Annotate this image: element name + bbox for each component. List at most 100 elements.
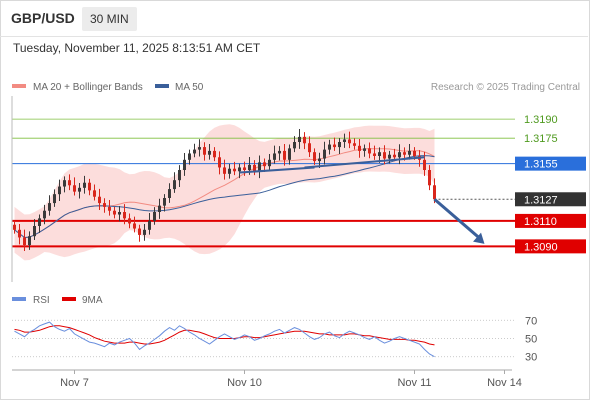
candle	[298, 129, 301, 149]
candle-body	[323, 149, 326, 159]
candle-body	[253, 164, 256, 172]
forecast-arrow-shaft	[433, 198, 483, 241]
candle	[48, 195, 51, 216]
candle-body	[338, 142, 341, 148]
candle-body	[228, 168, 231, 174]
candle	[408, 144, 411, 160]
candle-body	[243, 167, 246, 170]
candle	[268, 153, 271, 172]
candle-body	[18, 229, 21, 238]
candle	[58, 179, 61, 202]
candle-body	[423, 159, 426, 170]
candle-body	[403, 152, 406, 155]
candle-body	[273, 153, 276, 160]
candle-body	[38, 218, 41, 226]
rsi-line	[14, 321, 435, 358]
candle-body	[378, 152, 381, 156]
candle	[223, 159, 226, 180]
candle	[348, 131, 351, 149]
candle	[273, 145, 276, 164]
candle	[158, 198, 161, 219]
x-tick-label-2: Nov 11	[397, 377, 431, 389]
candle	[128, 213, 131, 229]
candle	[93, 184, 96, 201]
candle	[373, 145, 376, 160]
candle	[193, 143, 196, 158]
trendline-1	[239, 166, 315, 174]
candle-body	[278, 150, 281, 154]
candle	[253, 160, 256, 176]
candle	[148, 213, 151, 235]
candle	[183, 152, 186, 176]
candle-body	[148, 220, 151, 230]
candle-body	[248, 164, 251, 170]
timeframe-badge[interactable]: 30 MIN	[82, 7, 137, 31]
candle-body	[163, 198, 166, 206]
candle	[98, 188, 101, 210]
candle-body	[398, 152, 401, 158]
candle-body	[238, 167, 241, 172]
candle-body	[63, 180, 66, 187]
candle	[233, 161, 236, 176]
level-label-4: 1.3110	[524, 216, 557, 228]
rsi-ma-legend-label: 9MA	[82, 295, 103, 306]
candle-body	[293, 142, 296, 149]
candle	[13, 220, 16, 234]
candle-body	[413, 150, 416, 156]
candle-body	[328, 144, 331, 150]
candle-body	[343, 139, 346, 142]
bollinger-band-layer	[14, 124, 435, 261]
candle	[228, 163, 231, 179]
candle-body	[143, 229, 146, 235]
candle-body	[28, 236, 31, 246]
candle	[178, 165, 181, 188]
candle-body	[348, 139, 351, 144]
candle-body	[138, 228, 141, 235]
candle-body	[333, 144, 336, 148]
candle-body	[433, 185, 436, 200]
candle-body	[103, 203, 106, 207]
candle	[433, 178, 436, 204]
candle	[258, 155, 261, 179]
candle-body	[178, 170, 181, 181]
candle-body	[428, 170, 431, 186]
main-legend: MA 20 + Bollinger Bands MA 50 Research ©…	[12, 82, 580, 93]
candle-body	[393, 154, 396, 158]
level-label-2: 1.3155	[524, 159, 558, 171]
candle	[338, 138, 341, 154]
candle-body	[318, 158, 321, 162]
candle	[168, 183, 171, 203]
candle-body	[188, 153, 191, 160]
candle-body	[43, 210, 46, 219]
candle	[333, 137, 336, 151]
credit-label: Research © 2025 Trading Central	[431, 82, 580, 93]
level-label-1: 1.3175	[524, 133, 558, 145]
candle-body	[128, 218, 131, 224]
candle-body	[383, 152, 386, 159]
rsi-panel: 70 50 30	[12, 315, 537, 364]
candle	[303, 132, 306, 150]
ma20-legend-label: MA 20 + Bollinger Bands	[33, 82, 143, 93]
candle	[358, 138, 361, 158]
candle	[83, 175, 86, 194]
ma50-legend-swatch	[155, 84, 169, 88]
candle-body	[108, 206, 111, 211]
level-labels: 1.3190 1.3175 1.3155 1.3127 1.3110 1.3090	[515, 114, 586, 254]
candle	[78, 182, 81, 199]
level-label-box-4	[515, 213, 586, 228]
candle-body	[113, 210, 116, 215]
candle-body	[303, 136, 306, 144]
rsi-tick-0: 70	[525, 315, 537, 327]
candle-body	[13, 224, 16, 230]
candle-body	[218, 157, 221, 168]
candle	[188, 149, 191, 165]
candle-body	[133, 223, 136, 229]
candle	[33, 219, 36, 240]
rsi-ma-line	[14, 325, 435, 346]
candle-body	[88, 182, 91, 191]
candle	[123, 204, 126, 225]
candle-body	[23, 237, 26, 246]
candle	[23, 229, 26, 251]
candle	[88, 178, 91, 196]
